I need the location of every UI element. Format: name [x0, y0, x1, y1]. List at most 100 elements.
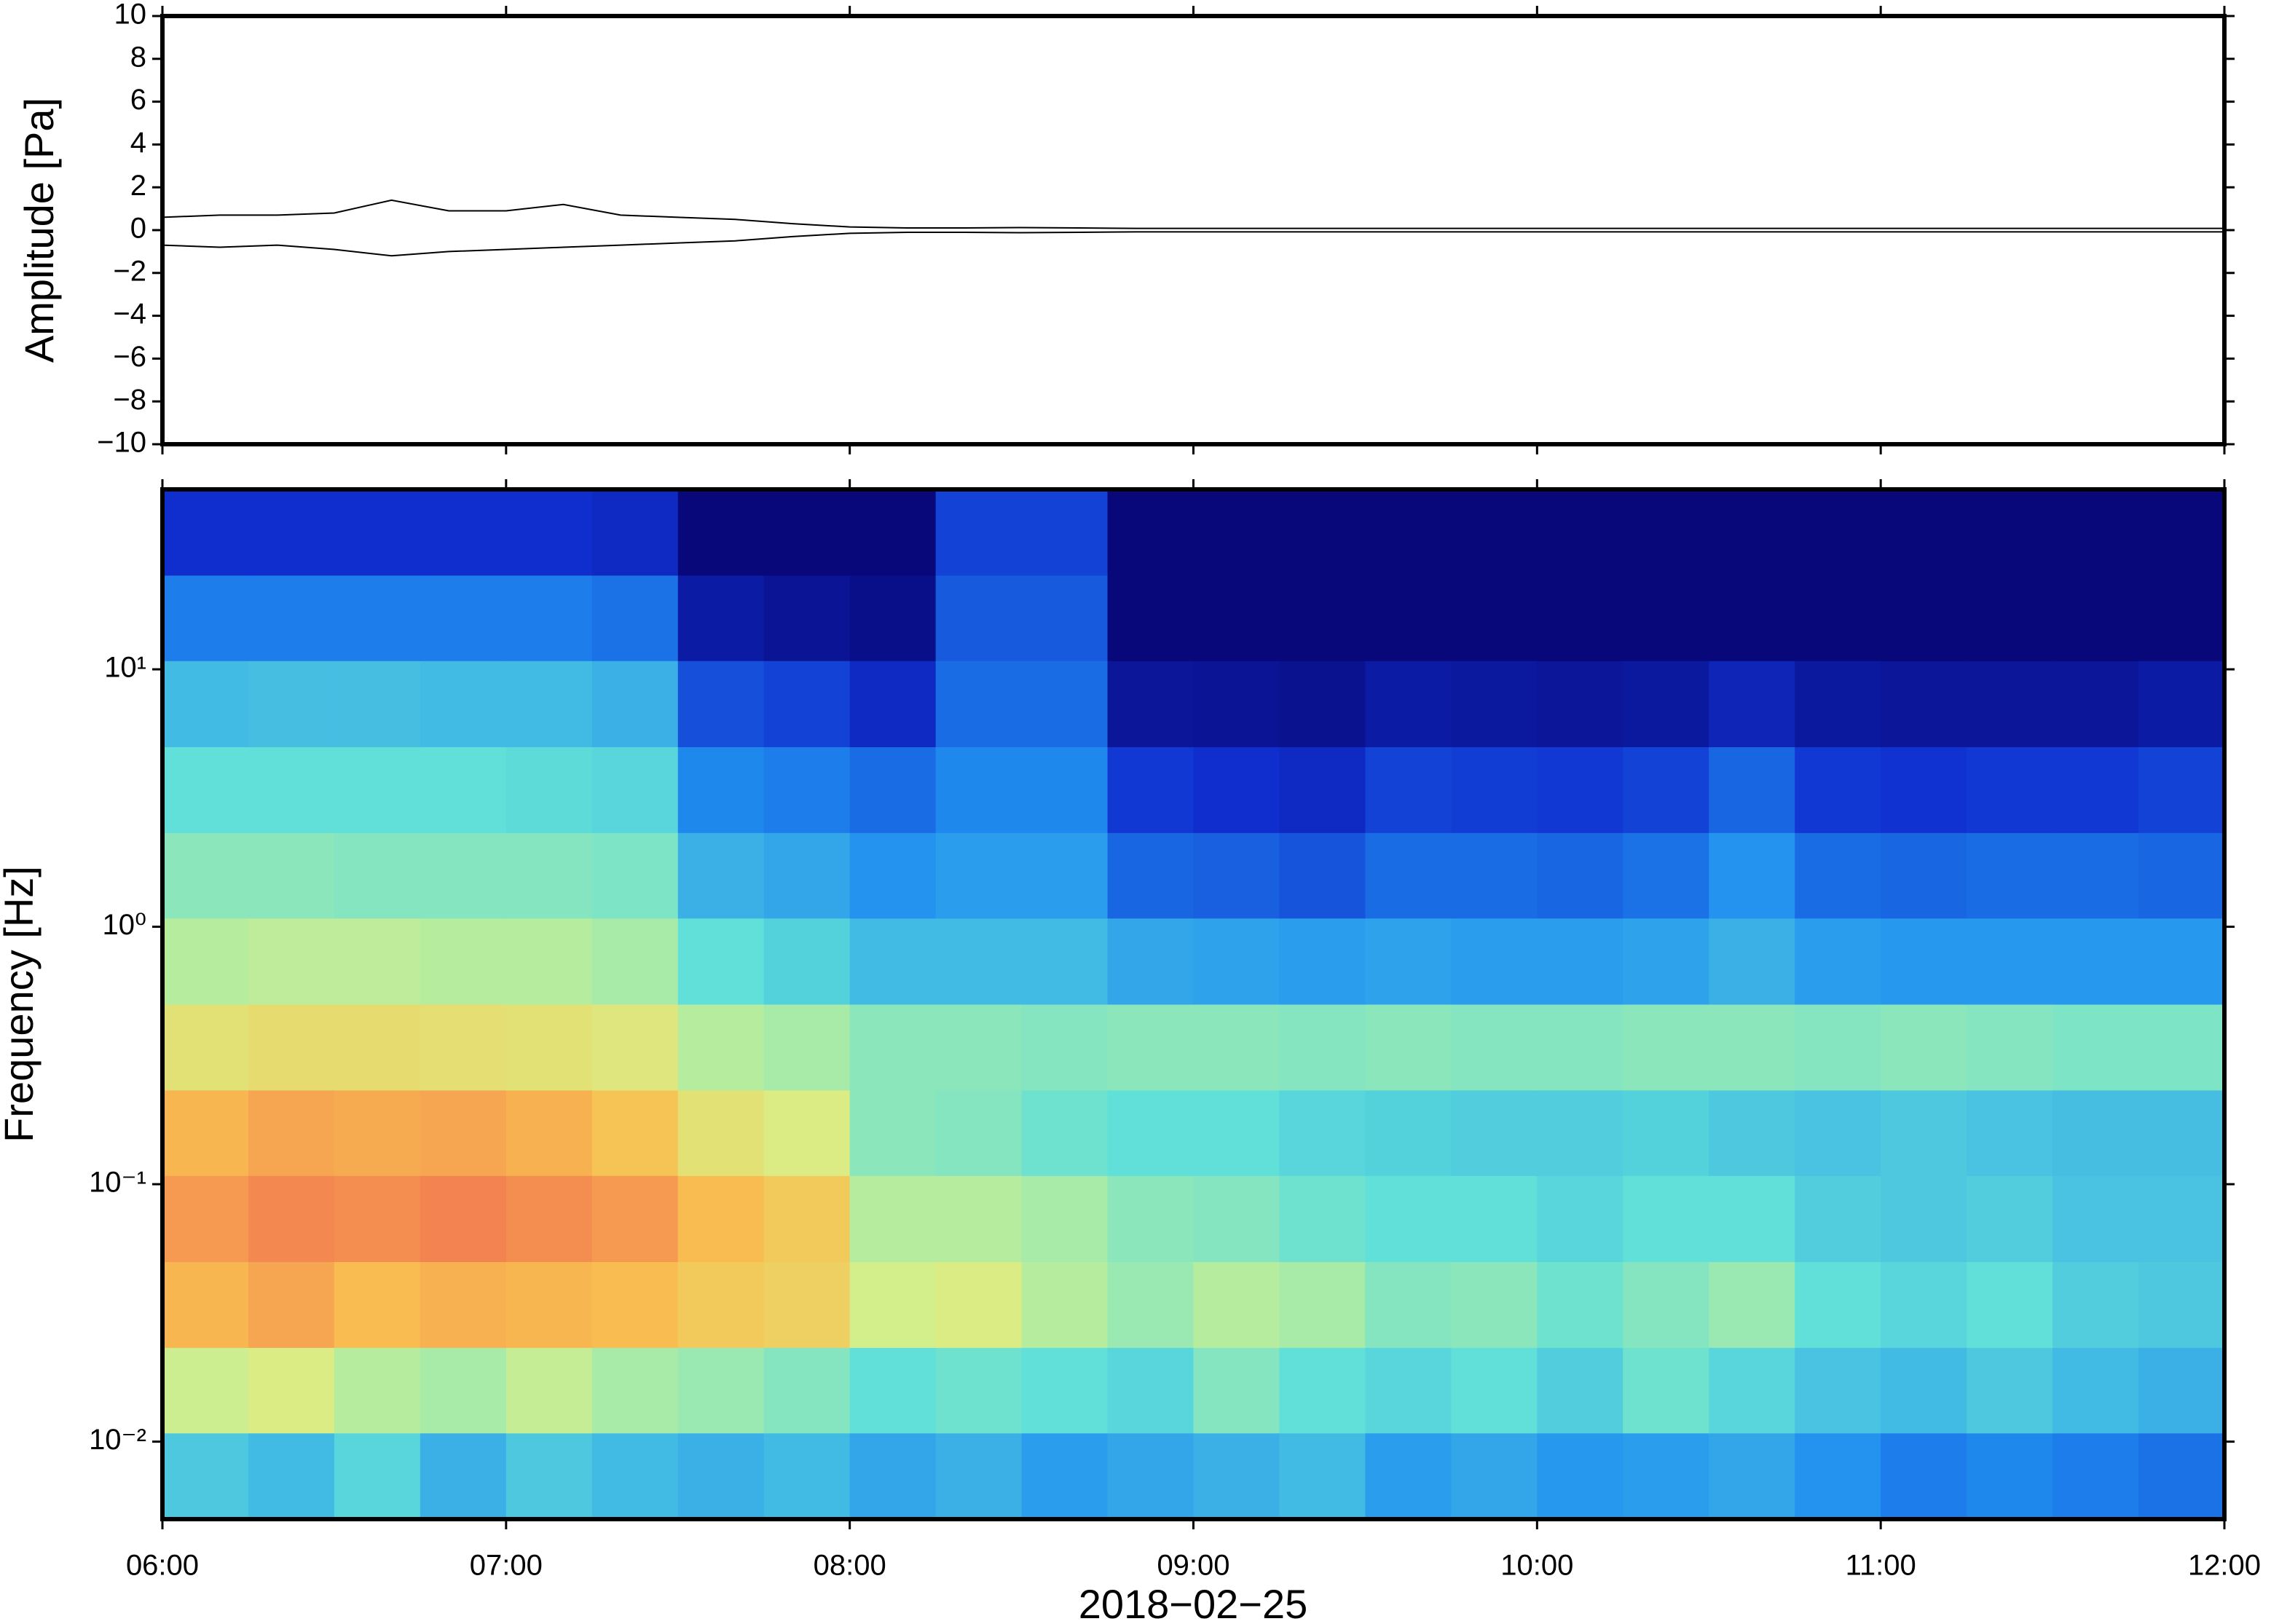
heatmap-cell	[935, 1004, 1023, 1091]
heatmap-cell	[1881, 661, 1967, 747]
heatmap-cell	[1709, 1347, 1795, 1434]
heatmap-cell	[1365, 661, 1452, 747]
heatmap-cell	[505, 832, 593, 919]
heatmap-cell	[763, 1261, 851, 1348]
heatmap-cell	[2138, 1175, 2225, 1262]
heatmap-cell	[763, 832, 851, 919]
y-tick-label: −2	[113, 255, 146, 287]
heatmap-cell	[248, 575, 335, 661]
heatmap-cell	[2052, 661, 2139, 747]
heatmap-cell	[1709, 1089, 1795, 1176]
heatmap-cell	[677, 1432, 765, 1520]
heatmap-cell	[591, 1261, 679, 1348]
heatmap-cell	[763, 1004, 851, 1091]
heatmap-cell	[1365, 575, 1452, 661]
heatmap-cell	[1881, 489, 1967, 576]
heatmap-cell	[420, 746, 507, 833]
heatmap-cell	[1279, 575, 1366, 661]
heatmap-cell	[1365, 1432, 1452, 1520]
heatmap-cell	[849, 489, 937, 576]
heatmap-cell	[420, 1004, 507, 1091]
heatmap-cell	[1107, 575, 1194, 661]
x-tick-label: 11:00	[1846, 1550, 1916, 1582]
heatmap-cell	[935, 746, 1023, 833]
heatmap-cell	[1451, 575, 1538, 661]
heatmap-cell	[849, 746, 937, 833]
heatmap-cell	[248, 746, 335, 833]
heatmap-cell	[1709, 832, 1795, 919]
heatmap-cell	[1451, 1004, 1538, 1091]
heatmap-cell	[162, 489, 249, 576]
heatmap-cell	[1451, 1175, 1538, 1262]
heatmap-cell	[763, 1432, 851, 1520]
heatmap-cell	[1623, 832, 1709, 919]
heatmap-cell	[591, 1175, 679, 1262]
heatmap-cell	[677, 746, 765, 833]
heatmap-cell	[1279, 661, 1366, 747]
heatmap-cell	[677, 918, 765, 1005]
heatmap-cell	[1107, 489, 1194, 576]
y-tick-label: −8	[113, 384, 146, 416]
heatmap-cell	[1193, 1004, 1280, 1091]
heatmap-cell	[505, 1004, 593, 1091]
heatmap-cell	[2052, 1004, 2139, 1091]
x-tick-label: 10:00	[1500, 1550, 1573, 1582]
heatmap-cell	[1107, 1347, 1194, 1434]
heatmap-cell	[1365, 1089, 1452, 1176]
heatmap-cell	[2138, 1261, 2225, 1348]
heatmap-cell	[2052, 575, 2139, 661]
heatmap-cell	[1193, 575, 1280, 661]
heatmap-cell	[1193, 489, 1280, 576]
heatmap-cell	[162, 746, 249, 833]
heatmap-cell	[2138, 1432, 2225, 1520]
heatmap-cell	[1021, 1089, 1109, 1176]
heatmap-cell	[1021, 1004, 1109, 1091]
waveform-line	[162, 231, 2224, 257]
heatmap-cell	[334, 918, 421, 1005]
heatmap-cell	[763, 746, 851, 833]
heatmap-cell	[1881, 918, 1967, 1005]
heatmap-cell	[248, 661, 335, 747]
heatmap-cell	[248, 1089, 335, 1176]
heatmap-cell	[505, 1175, 593, 1262]
heatmap-cell	[1881, 1004, 1967, 1091]
heatmap-cell	[1537, 832, 1623, 919]
heatmap-cell	[2138, 1347, 2225, 1434]
heatmap-cell	[1365, 832, 1452, 919]
heatmap-cell	[420, 1432, 507, 1520]
heatmap-cell	[763, 575, 851, 661]
heatmap-cell	[420, 1089, 507, 1176]
heatmap-cell	[505, 1347, 593, 1434]
heatmap-cell	[1279, 1432, 1366, 1520]
heatmap-cell	[1881, 1089, 1967, 1176]
heatmap-cell	[1193, 746, 1280, 833]
heatmap-cell	[248, 1175, 335, 1262]
heatmap-cell	[248, 832, 335, 919]
heatmap-cell	[1881, 1347, 1967, 1434]
heatmap-cell	[1795, 1432, 1881, 1520]
heatmap-cell	[1193, 1175, 1280, 1262]
heatmap-cell	[677, 1089, 765, 1176]
heatmap-cell	[1537, 746, 1623, 833]
heatmap-cell	[591, 1004, 679, 1091]
heatmap-cell	[763, 918, 851, 1005]
heatmap-cell	[591, 489, 679, 576]
heatmap-cell	[1193, 1089, 1280, 1176]
heatmap-cell	[849, 1089, 937, 1176]
heatmap-cell	[334, 575, 421, 661]
heatmap-cell	[1709, 661, 1795, 747]
heatmap-cell	[1881, 1261, 1967, 1348]
heatmap-cell	[334, 1089, 421, 1176]
heatmap-cell	[763, 1175, 851, 1262]
heatmap-cell	[334, 661, 421, 747]
heatmap-cell	[1795, 1089, 1881, 1176]
heatmap-cell	[591, 575, 679, 661]
heatmap-cell	[935, 1175, 1023, 1262]
heatmap-cell	[849, 1175, 937, 1262]
heatmap-cell	[1021, 1261, 1109, 1348]
heatmap-cell	[1279, 489, 1366, 576]
heatmap-cell	[935, 1261, 1023, 1348]
x-tick-label: 12:00	[2188, 1550, 2261, 1582]
heatmap-cell	[677, 661, 765, 747]
heatmap-cell	[162, 1175, 249, 1262]
